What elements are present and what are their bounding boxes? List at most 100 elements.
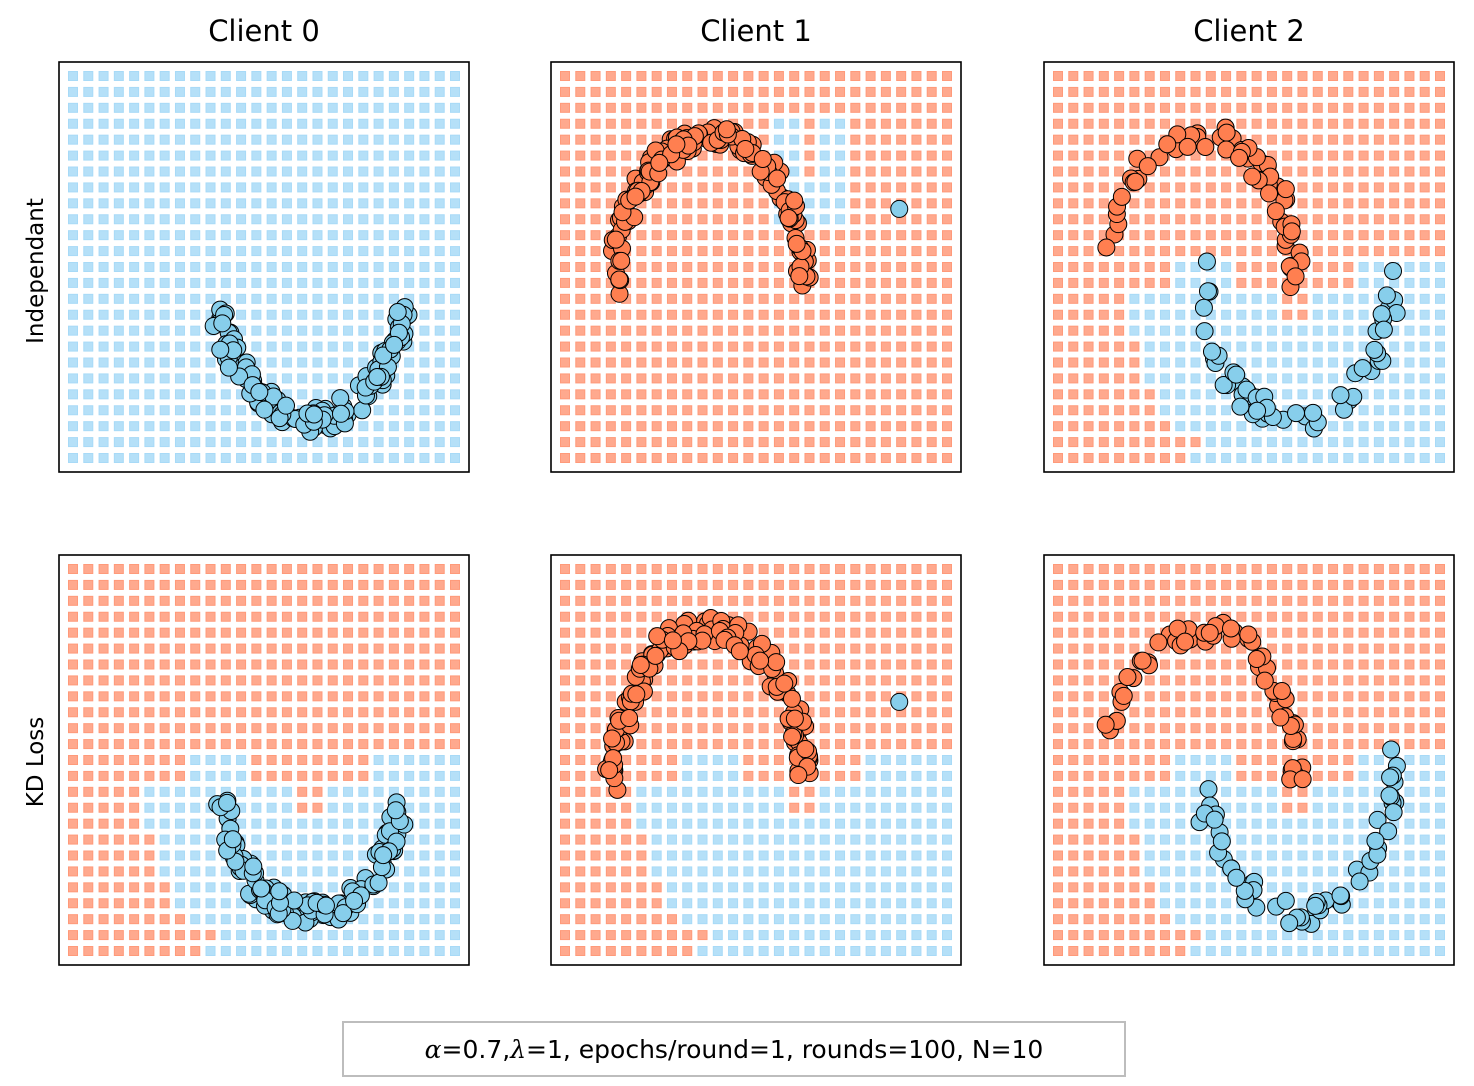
grid-cell [666,739,677,750]
grid-cell [205,198,216,209]
data-point [218,793,237,812]
grid-cell [789,659,800,670]
grid-cell [697,707,708,718]
grid-cell [942,389,952,400]
grid-cell [819,293,830,304]
grid-cell [129,118,140,129]
grid-cell [590,277,601,288]
grid-cell [712,802,723,813]
grid-cell [789,325,800,336]
grid-cell [83,691,94,702]
grid-cell [1435,102,1445,113]
grid-cell [697,675,708,686]
grid-cell [1373,675,1384,686]
grid-cell [373,214,384,225]
grid-cell [605,627,616,638]
grid-cell [434,739,445,750]
grid-cell [712,691,723,702]
grid-cell [327,182,338,193]
grid-cell [1236,102,1247,113]
grid-cell [911,755,922,765]
grid-cell [419,405,430,416]
grid-cell [312,293,323,304]
grid-cell [312,437,323,448]
grid-cell [373,325,384,336]
grid-cell [327,643,338,654]
grid-cell [1435,277,1445,288]
grid-cell [83,71,94,81]
grid-cell [743,564,754,574]
grid-cell [819,834,830,845]
grid-cell [450,866,460,877]
grid-cell [880,898,891,909]
grid-cell [605,850,616,861]
grid-cell [636,564,647,574]
grid-cell [129,309,140,320]
grid-cell [1435,882,1445,893]
grid-cell [251,214,262,225]
grid-cell [205,643,216,654]
grid-cell [1053,437,1063,448]
grid-cell [560,246,570,257]
grid-cell [911,198,922,209]
grid-cell [636,118,647,129]
grid-cell [251,834,262,845]
grid-cell [83,755,94,765]
grid-cell [297,214,308,225]
grid-cell [358,214,369,225]
grid-cell [205,659,216,670]
grid-cell [560,643,570,654]
grid-cell [651,882,662,893]
grid-cell [1358,675,1369,686]
grid-cell [835,118,846,129]
grid-cell [251,230,262,241]
grid-cell [575,246,586,257]
grid-cell [651,214,662,225]
grid-cell [880,453,891,463]
grid-cell [575,659,586,670]
grid-cell [560,755,570,765]
grid-cell [450,818,460,829]
grid-cell [1328,341,1339,352]
grid-cell [419,627,430,638]
grid-cell [926,786,937,797]
grid-cell [896,898,907,909]
grid-cell [1205,86,1216,97]
grid-cell [1312,723,1323,734]
grid-cell [1343,166,1354,177]
grid-cell [728,946,739,956]
grid-cell [835,834,846,845]
grid-cell [865,102,876,113]
grid-cell [712,739,723,750]
grid-cell [113,118,124,129]
grid-cell [590,214,601,225]
grid-cell [312,564,323,574]
grid-cell [835,405,846,416]
grid-cell [1083,293,1094,304]
grid-cell [312,118,323,129]
grid-cell [850,786,861,797]
grid-cell [666,850,677,861]
grid-cell [1373,182,1384,193]
grid-cell [1251,739,1262,750]
grid-cell [605,675,616,686]
grid-cell [327,277,338,288]
grid-cell [174,214,185,225]
grid-cell [1312,325,1323,336]
grid-cell [388,675,399,686]
grid-cell [434,659,445,670]
grid-cell [1205,71,1216,81]
grid-cell [1159,405,1170,416]
grid-cell [1373,389,1384,400]
grid-cell [1419,675,1430,686]
grid-cell [1389,421,1400,432]
grid-cell [266,675,277,686]
grid-cell [651,405,662,416]
grid-cell [865,930,876,941]
grid-cell [98,341,109,352]
grid-cell [1053,882,1063,893]
grid-cell [1419,579,1430,590]
grid-cell [68,325,78,336]
grid-cell [819,230,830,241]
grid-cell [159,611,170,622]
